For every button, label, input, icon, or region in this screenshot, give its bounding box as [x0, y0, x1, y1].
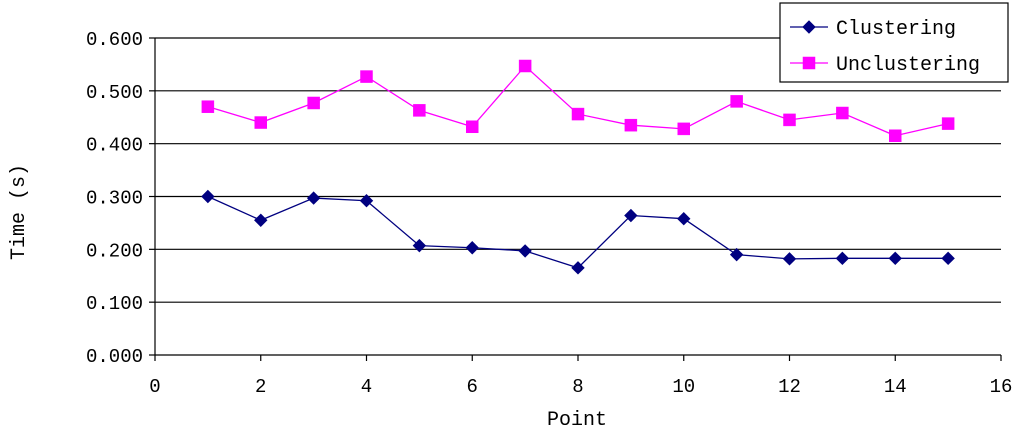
data-point-unclustering — [836, 106, 849, 120]
series-clustering — [201, 189, 955, 275]
data-point-unclustering — [730, 95, 743, 108]
data-point-unclustering — [624, 118, 638, 132]
y-tick-label: 0.100 — [86, 293, 143, 315]
data-point-clustering — [888, 251, 902, 266]
data-point-unclustering — [413, 104, 426, 117]
x-tick-label: 12 — [778, 376, 801, 398]
data-point-clustering — [359, 194, 374, 208]
data-point-clustering — [941, 251, 955, 266]
data-point-clustering — [306, 191, 321, 205]
data-point-unclustering — [571, 107, 585, 121]
data-point-clustering — [782, 252, 797, 266]
y-tick-label: 0.600 — [86, 29, 143, 51]
x-tick-label: 16 — [990, 376, 1013, 398]
y-tick-label: 0.000 — [86, 346, 143, 368]
x-tick-label: 4 — [361, 376, 372, 398]
data-point-clustering — [835, 251, 850, 266]
x-axis-title: Point — [547, 409, 607, 432]
y-tick-label: 0.300 — [86, 188, 143, 210]
gridlines — [155, 37, 1001, 303]
data-point-clustering — [201, 189, 215, 204]
x-axis-ticks: 0 2 4 6 8 10 12 14 16 — [149, 355, 1012, 398]
data-point-clustering — [624, 208, 638, 223]
data-point-unclustering — [466, 120, 479, 134]
data-point-clustering — [465, 241, 479, 255]
legend-marker-clustering — [802, 20, 816, 34]
y-axis-ticks: 0.000 0.100 0.200 0.300 0.400 0.500 0.600 — [86, 29, 155, 368]
x-tick-label: 8 — [572, 376, 583, 398]
data-point-unclustering — [941, 117, 955, 130]
data-point-clustering — [677, 211, 691, 226]
legend-box — [779, 2, 1009, 83]
data-point-unclustering — [201, 100, 215, 113]
data-point-unclustering — [889, 129, 902, 142]
x-tick-label: 14 — [884, 376, 907, 398]
data-point-unclustering — [360, 70, 373, 83]
data-point-clustering — [571, 261, 585, 275]
x-tick-label: 6 — [467, 376, 478, 398]
legend: Clustering Unclustering — [779, 2, 1009, 83]
data-point-clustering — [412, 238, 427, 253]
data-point-unclustering — [677, 122, 690, 136]
data-point-unclustering — [783, 113, 796, 127]
legend-label-clustering: Clustering — [836, 18, 956, 41]
data-point-unclustering — [518, 59, 532, 73]
x-tick-label: 2 — [255, 376, 266, 398]
y-tick-label: 0.500 — [86, 82, 143, 104]
legend-marker-unclustering — [802, 56, 816, 70]
x-tick-label: 0 — [149, 376, 160, 398]
data-point-unclustering — [254, 116, 267, 129]
y-axis-title: Time (s) — [8, 164, 31, 260]
data-point-clustering — [254, 213, 268, 227]
legend-label-unclustering: Unclustering — [836, 54, 980, 77]
y-tick-label: 0.400 — [86, 135, 143, 157]
series-unclustering — [201, 59, 955, 142]
data-point-unclustering — [307, 96, 320, 110]
series-layer — [201, 59, 955, 275]
data-point-clustering — [729, 247, 744, 262]
x-tick-label: 10 — [672, 376, 695, 398]
data-point-clustering — [518, 244, 532, 258]
y-tick-label: 0.200 — [86, 240, 143, 262]
